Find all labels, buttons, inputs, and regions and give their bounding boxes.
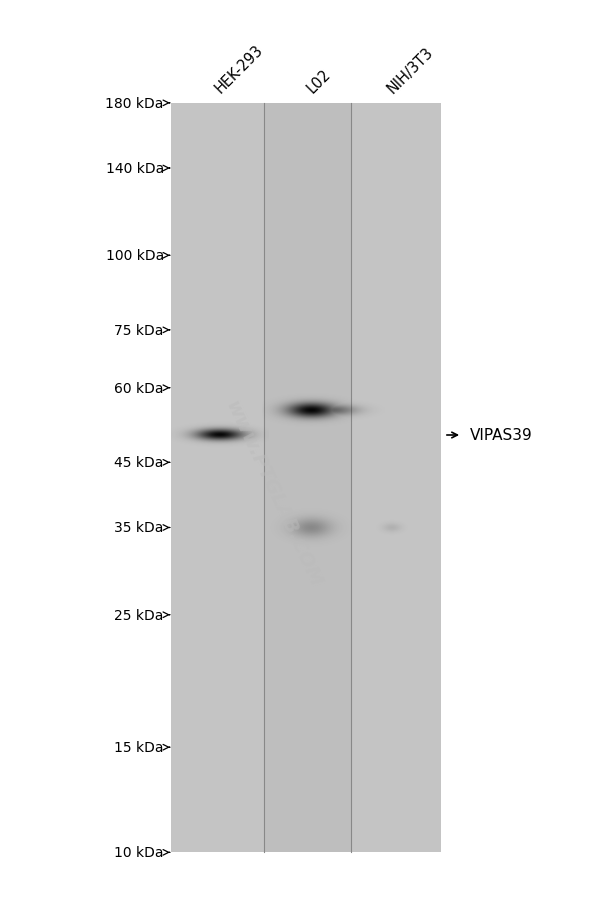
Bar	[350, 104, 441, 852]
Text: www.PTGLAB.COM: www.PTGLAB.COM	[222, 397, 325, 589]
Text: 35 kDa: 35 kDa	[115, 521, 164, 535]
Text: 10 kDa: 10 kDa	[114, 845, 164, 860]
Bar	[171, 104, 441, 852]
Text: NIH/3T3: NIH/3T3	[385, 45, 437, 97]
Text: 75 kDa: 75 kDa	[115, 324, 164, 337]
Text: 25 kDa: 25 kDa	[115, 608, 164, 622]
Bar	[171, 104, 264, 852]
Text: 15 kDa: 15 kDa	[114, 741, 164, 754]
Text: 100 kDa: 100 kDa	[106, 249, 164, 263]
Text: 140 kDa: 140 kDa	[106, 161, 164, 176]
Bar	[264, 104, 350, 852]
Text: 45 kDa: 45 kDa	[115, 456, 164, 470]
Text: 180 kDa: 180 kDa	[106, 97, 164, 111]
Text: VIPAS39: VIPAS39	[470, 428, 533, 443]
Text: HEK-293: HEK-293	[212, 42, 266, 97]
Text: 60 kDa: 60 kDa	[114, 382, 164, 395]
Text: L02: L02	[304, 67, 334, 97]
